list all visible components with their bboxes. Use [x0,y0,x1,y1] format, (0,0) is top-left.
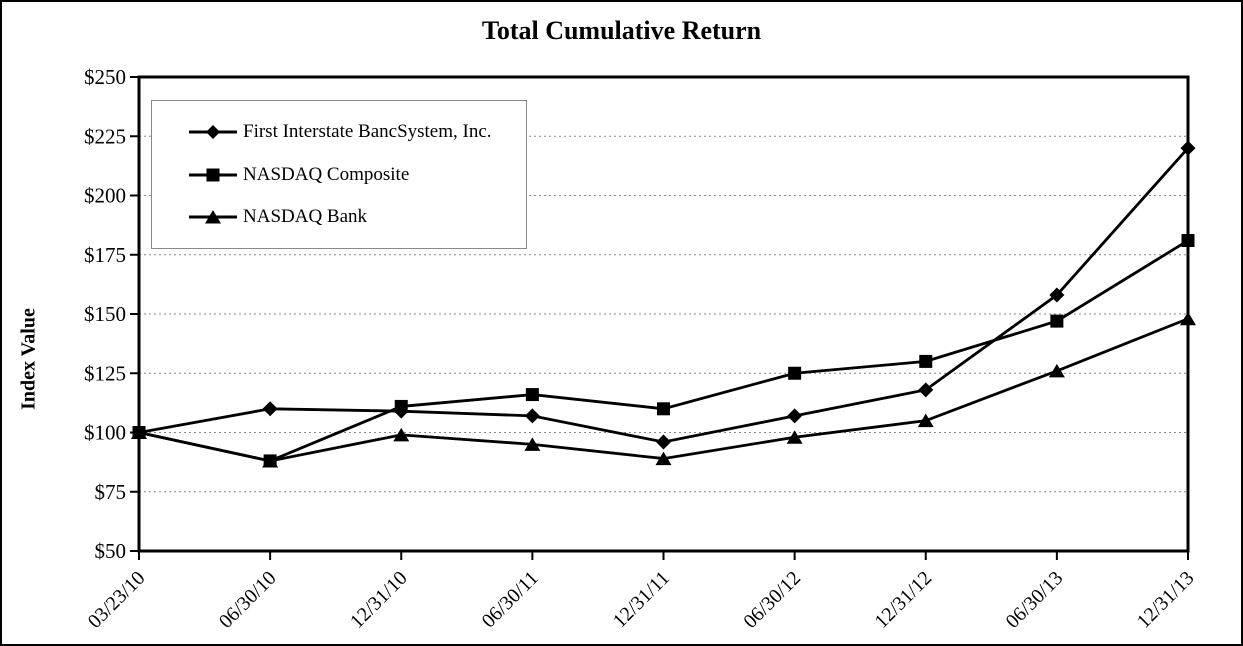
data-point-triangle [1180,311,1196,326]
x-tick-label: 12/31/12 [870,567,936,633]
legend-item-nasdaq-composite: NASDAQ Composite [189,164,526,186]
x-tick-label: 03/23/10 [84,567,150,633]
series-line-square [138,239,1189,463]
data-point-triangle [786,430,803,444]
data-point-diamond [656,434,671,450]
y-tick-label: $75 [95,480,127,504]
data-point-square [657,402,670,416]
data-point-square [1050,314,1064,328]
x-tick-label: 06/30/13 [1002,567,1068,633]
data-point-square [919,354,933,368]
chart-title: Total Cumulative Return [481,16,762,45]
diamond-marker-icon [189,125,237,140]
data-point-square [394,399,408,413]
x-tick-label: 12/31/10 [346,567,412,633]
y-tick-label: $50 [95,539,127,563]
data-point-diamond [524,408,540,424]
x-tick-label: 12/31/13 [1133,567,1199,633]
legend-item-nasdaq-bank: NASDAQ Bank [189,206,526,228]
data-point-diamond [262,401,278,417]
data-point-square [132,426,146,439]
data-point-triangle [1048,363,1065,378]
y-tick-label: $175 [84,243,126,267]
x-tick-label: 06/30/12 [739,567,805,633]
data-point-diamond [1180,140,1196,156]
data-point-diamond [787,408,803,424]
y-tick-label: $100 [84,421,126,445]
data-point-triangle [524,437,541,451]
data-point-diamond [1049,287,1065,303]
legend-label: First Interstate BancSystem, Inc. [243,121,492,143]
y-tick-label: $200 [84,184,126,208]
data-point-square [263,454,277,468]
legend-item-first-interstate: First Interstate BancSystem, Inc. [189,121,526,143]
x-tick-label: 12/31/11 [609,567,674,632]
legend-label: NASDAQ Composite [243,163,410,185]
legend: First Interstate BancSystem, Inc. NASDAQ… [151,100,527,249]
y-tick-label: $150 [84,302,126,326]
y-tick-label: $125 [84,361,126,385]
triangle-marker-icon [189,209,237,224]
data-point-square [525,388,539,402]
legend-label: NASDAQ Bank [243,205,368,227]
x-tick-label: 06/30/11 [478,567,543,632]
data-point-square [1181,234,1195,248]
data-point-triangle [393,427,410,442]
square-marker-icon [189,168,237,181]
data-point-diamond [918,382,934,398]
data-point-triangle [655,451,672,466]
x-tick-label: 06/30/10 [215,567,281,633]
data-point-square [788,366,802,380]
y-tick-label: $250 [84,65,126,89]
y-tick-label: $225 [84,124,126,148]
data-point-triangle [917,413,934,428]
